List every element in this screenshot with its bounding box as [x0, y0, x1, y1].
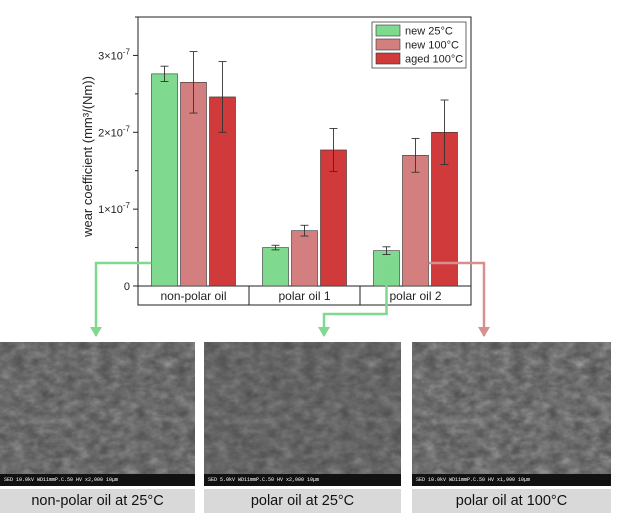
- sem-info-1: SED 10.0kV WD11mmP.C.50 HV x2,000 10μm: [4, 477, 119, 483]
- arrow-polar-100-head: [478, 327, 490, 337]
- arrow-polar-25: [322, 262, 388, 336]
- caption-polar-25: polar oil at 25°C: [204, 489, 401, 513]
- category-label-1: polar oil 1: [278, 289, 330, 303]
- sem-image-2: SED 5.0kV WD11mmP.C.50 HV x2,000 10μm: [204, 342, 401, 486]
- sem-info-3: SED 10.0kV WD11mmP.C.50 HV x1,900 10μm: [416, 477, 531, 483]
- sem-texture-1: [0, 342, 195, 486]
- y-tick-label-3: 3×10-7: [98, 47, 130, 62]
- y-tick-label-2: 2×10-7: [98, 124, 130, 139]
- bar-1-1: [291, 230, 318, 287]
- arrow-non-polar-25: [94, 261, 152, 336]
- sem-info-2: SED 5.0kV WD11mmP.C.50 HV x2,000 10μm: [208, 477, 320, 483]
- bar-2-1: [402, 155, 429, 287]
- bar-0-0: [151, 73, 178, 287]
- sem-texture-2: [204, 342, 401, 486]
- legend-swatch-0: [375, 24, 401, 37]
- y-tick-label-0: 0: [124, 281, 130, 293]
- y-axis-label: wear coefficient (mm³/(Nm)): [80, 76, 95, 238]
- sem-image-3: SED 10.0kV WD11mmP.C.50 HV x1,900 10μm: [412, 342, 611, 486]
- legend-label-1: new 100°C: [405, 40, 459, 52]
- legend-swatch-1: [375, 38, 401, 51]
- category-label-2: polar oil 2: [389, 289, 441, 303]
- category-label-0: non-polar oil: [160, 289, 226, 303]
- sem-scalebar-1: SED 10.0kV WD11mmP.C.50 HV x2,000 10μm: [0, 474, 195, 486]
- plot-frame: [137, 16, 472, 306]
- caption-polar-100: polar oil at 100°C: [412, 489, 611, 513]
- legend-label-0: new 25°C: [405, 26, 453, 38]
- sem-scalebar-2: SED 5.0kV WD11mmP.C.50 HV x2,000 10μm: [204, 474, 401, 486]
- bar-1-0: [262, 247, 289, 287]
- arrow-polar-25-head: [318, 327, 330, 337]
- legend-label-2: aged 100°C: [405, 54, 463, 66]
- legend-swatch-2: [375, 52, 401, 65]
- caption-non-polar-25: non-polar oil at 25°C: [0, 489, 195, 513]
- sem-scalebar-3: SED 10.0kV WD11mmP.C.50 HV x1,900 10μm: [412, 474, 611, 486]
- arrow-non-polar-25-head: [90, 327, 102, 337]
- arrow-polar-100: [428, 261, 486, 336]
- sem-image-1: SED 10.0kV WD11mmP.C.50 HV x2,000 10μm: [0, 342, 195, 486]
- sem-texture-3: [412, 342, 611, 486]
- bar-1-2: [320, 149, 347, 287]
- y-tick-label-1: 1×10-7: [98, 201, 130, 216]
